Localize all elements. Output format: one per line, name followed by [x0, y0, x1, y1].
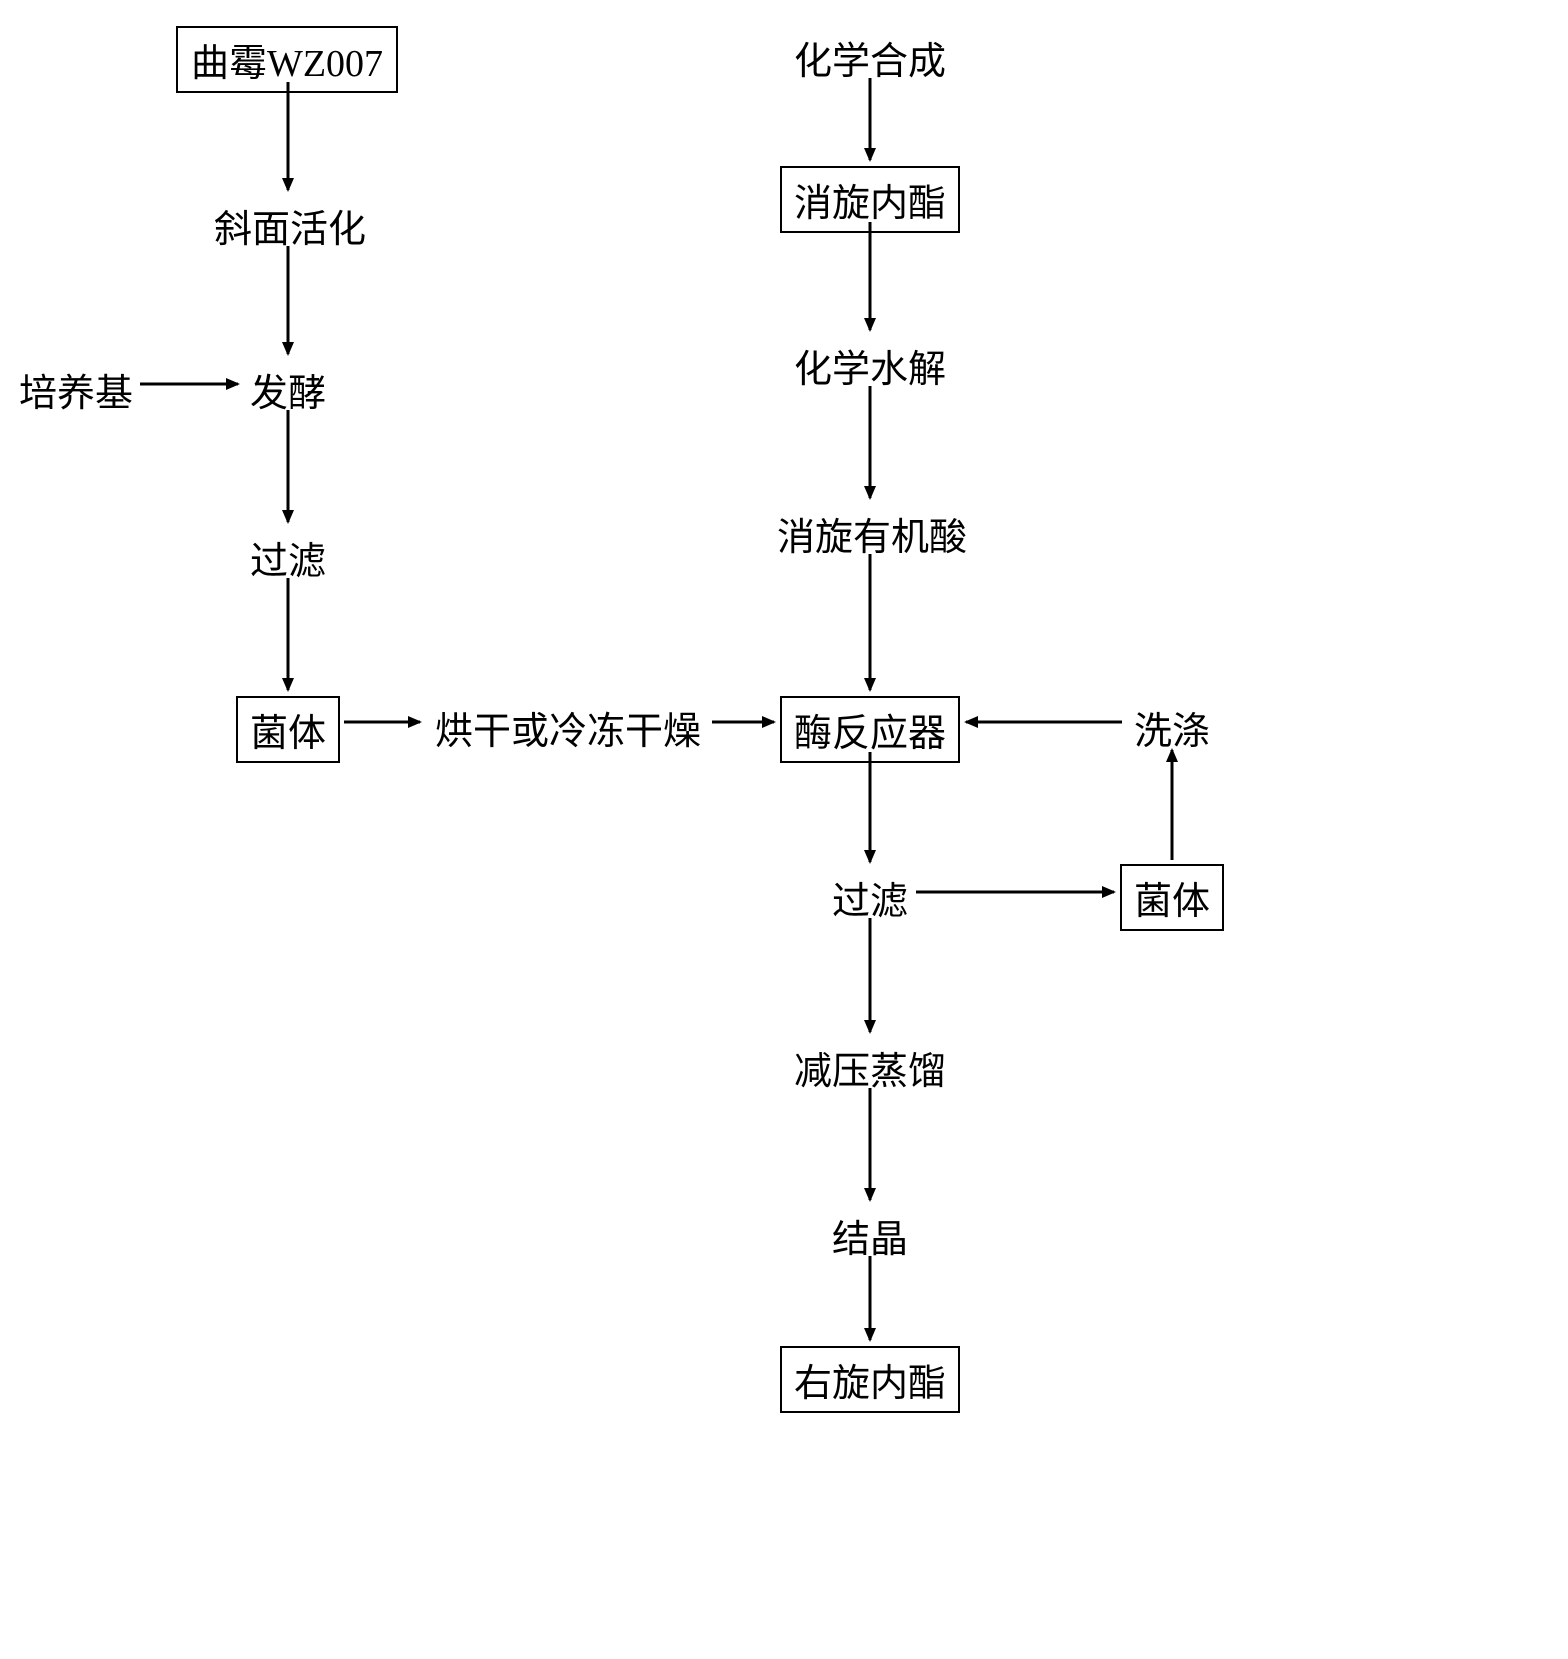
flowchart-node-n18: 右旋内酯: [780, 1346, 960, 1413]
flowchart-node-n11: 消旋有机酸: [772, 506, 972, 561]
flowchart-node-n15: 菌体: [1120, 864, 1224, 931]
flowchart-node-n3: 培养基: [16, 362, 136, 417]
flowchart-node-n14: 过滤: [828, 870, 912, 925]
flowchart-node-n5: 过滤: [246, 530, 330, 585]
flowchart-node-n2: 斜面活化: [210, 198, 370, 253]
flowchart-node-n17: 结晶: [828, 1208, 912, 1263]
flowchart-node-n8: 化学合成: [790, 30, 950, 85]
flowchart-node-n4: 发酵: [246, 362, 330, 417]
flowchart-node-n1: 曲霉WZ007: [176, 26, 398, 93]
flowchart-node-n12: 酶反应器: [780, 696, 960, 763]
flowchart-node-n7: 烘干或冷冻干燥: [428, 700, 708, 755]
flowchart-node-n6: 菌体: [236, 696, 340, 763]
flowchart-node-n9: 消旋内酯: [780, 166, 960, 233]
flowchart-node-n13: 洗涤: [1130, 700, 1214, 755]
flowchart-node-n10: 化学水解: [790, 338, 950, 393]
flowchart-node-n16: 减压蒸馏: [790, 1040, 950, 1095]
